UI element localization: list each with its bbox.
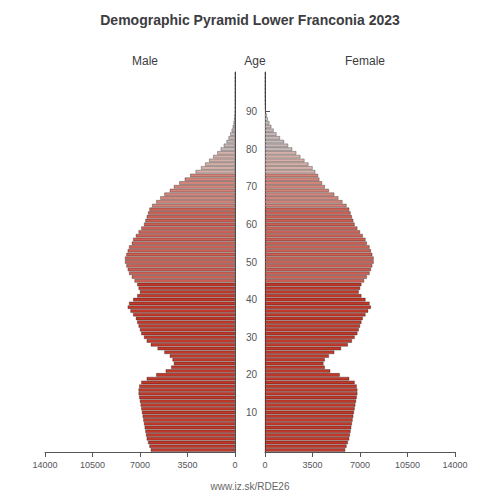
svg-text:20: 20 xyxy=(246,369,258,380)
svg-text:0: 0 xyxy=(232,460,237,470)
svg-text:90: 90 xyxy=(246,106,258,117)
svg-text:80: 80 xyxy=(246,144,258,155)
svg-text:50: 50 xyxy=(246,257,258,268)
svg-text:60: 60 xyxy=(246,219,258,230)
svg-text:Female: Female xyxy=(345,54,385,68)
svg-text:70: 70 xyxy=(246,181,258,192)
svg-text:www.iz.sk/RDE26: www.iz.sk/RDE26 xyxy=(210,481,290,492)
svg-text:7000: 7000 xyxy=(130,460,150,470)
svg-text:Age: Age xyxy=(244,54,266,68)
svg-text:14000: 14000 xyxy=(442,460,467,470)
svg-text:10500: 10500 xyxy=(395,460,420,470)
svg-text:40: 40 xyxy=(246,294,258,305)
svg-text:Demographic Pyramid Lower Fran: Demographic Pyramid Lower Franconia 2023 xyxy=(100,12,400,28)
svg-text:3500: 3500 xyxy=(302,460,322,470)
svg-text:10500: 10500 xyxy=(80,460,105,470)
svg-text:0: 0 xyxy=(262,460,267,470)
svg-text:10: 10 xyxy=(246,407,258,418)
svg-text:7000: 7000 xyxy=(350,460,370,470)
svg-text:3500: 3500 xyxy=(177,460,197,470)
svg-text:30: 30 xyxy=(246,332,258,343)
svg-text:14000: 14000 xyxy=(32,460,57,470)
svg-text:Male: Male xyxy=(132,54,158,68)
